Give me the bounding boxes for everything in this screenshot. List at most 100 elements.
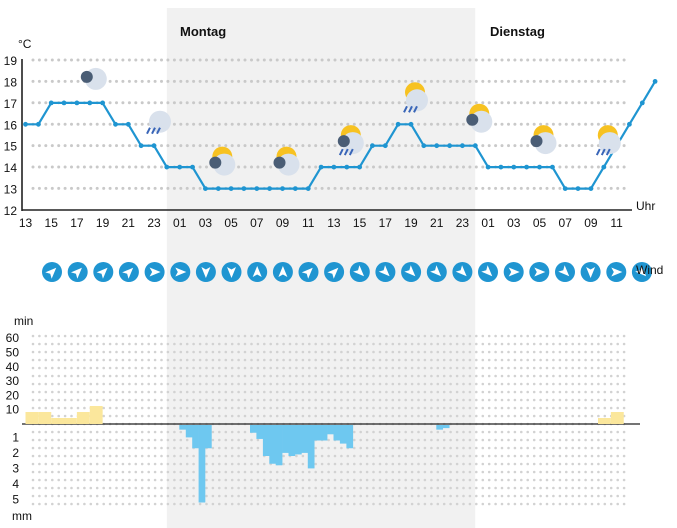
wind-arrow [478,262,498,282]
temperature-point [485,164,491,170]
temperature-unit-label: °C [18,37,32,51]
temperature-point [370,143,375,149]
rain-bar [339,425,347,444]
sunshine-tick-label: 50 [6,346,20,360]
x-tick-label: 23 [456,216,470,230]
x-tick-label: 01 [481,216,495,230]
y-tick-label: 14 [4,161,18,175]
wind-arrow [452,262,473,282]
moon-shape [209,156,222,169]
rain-bar [179,425,187,430]
temperature-point [318,164,324,170]
temperature-point [472,143,478,149]
wind-direction-arrow [301,267,313,279]
moon-shape [80,70,93,83]
rain-drop [408,105,413,113]
wind-arrow [426,262,447,282]
temperature-point [203,186,208,192]
x-tick-label: 13 [19,216,33,230]
rain-drop [338,148,344,156]
x-tick-label: 17 [70,216,84,230]
wind-row [42,262,652,282]
y-tick-labels: 12 13 14 15 16 17 18 19 [4,54,18,218]
x-tick-label: 09 [276,216,290,230]
wind-direction-arrow [635,265,647,277]
x-tick-label: 23 [147,216,161,230]
rain-bar [442,425,450,429]
rain-tick-label: 4 [12,477,19,491]
wind-arrow [324,262,345,282]
temperature-point [344,164,350,170]
cloud-shape [598,132,621,155]
wind-direction-arrow [327,267,339,279]
x-tick-label: 09 [584,216,598,230]
wind-direction-arrow [252,266,262,277]
temperature-point [190,164,195,170]
temperature-point [61,100,67,106]
sunshine-bar [51,418,65,424]
wind-arrow [555,262,575,282]
rain-bar [327,425,334,435]
rain-bar [288,425,296,456]
moon-shape [337,135,350,148]
temperature-point [36,121,41,127]
wind-arrow [144,262,165,282]
sunshine-bar [610,412,624,424]
temperature-point [280,186,285,192]
wind-arrow [349,262,370,282]
wind-arrow [503,262,524,282]
rain-drop [403,105,408,113]
time-unit-label: Uhr [636,199,655,213]
wind-direction-arrow [558,265,570,277]
temperature-point [87,100,93,106]
temperature-point [511,164,517,170]
sun-rain-icon [595,125,621,156]
wind-direction-arrow [481,265,493,277]
cloud-rain-icon [146,110,171,135]
sunshine-bar [25,412,39,424]
y-tick-label: 15 [4,140,18,154]
rain-bar [185,425,193,438]
x-tick-label: 07 [559,216,573,230]
temperature-point [305,186,311,192]
wind-arrow [529,262,550,282]
y-tick-label: 18 [4,75,18,89]
rain-tick-label: 1 [12,431,19,445]
wind-direction-arrow [353,265,365,277]
rain-bar [269,425,277,464]
wind-direction-arrow [45,267,57,279]
moon-cloud-icon [80,67,107,90]
wind-direction-arrow [430,265,442,277]
x-tick-label: 11 [610,216,623,230]
temperature-point [113,121,118,127]
rain-drop [605,148,611,156]
y-tick-label: 17 [4,97,18,111]
wind-direction-arrow [175,267,187,277]
x-tick-label: 21 [122,216,136,230]
rain-bar [333,425,341,441]
temperature-point [23,121,28,127]
wind-direction-arrow [534,267,546,277]
temperature-point [524,164,529,170]
sunshine-tick-label: 10 [6,403,20,417]
rain-bar [282,425,289,453]
x-tick-label: 19 [404,216,418,230]
x-tick-label: 15 [45,216,59,230]
wind-direction-arrow [508,267,520,277]
temperature-point [151,143,157,149]
wind-direction-arrow [586,267,596,278]
temperature-point [460,143,465,149]
rain-bar [320,425,328,441]
temperature-point [331,164,337,170]
day-label-montag: Montag [180,24,226,39]
temperature-point [562,186,568,192]
temperature-point [125,121,131,127]
temperature-point [408,121,414,127]
wind-direction-arrow [122,267,134,279]
temperature-point [177,164,183,170]
weather-icons [80,67,621,176]
y-tick-label: 12 [4,204,18,218]
rain-drop [146,127,151,135]
wind-direction-arrow [611,267,623,277]
temperature-point [100,100,105,106]
